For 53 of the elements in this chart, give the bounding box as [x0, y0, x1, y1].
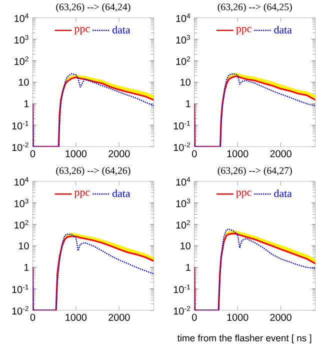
y-tick-label: 10$^{3}$ [14, 198, 28, 208]
legend-label: data [112, 26, 130, 34]
y-tick-label: 10 [18, 242, 29, 250]
x-tick-label: 1000 [66, 150, 86, 158]
x-tick-label: 0 [30, 150, 35, 158]
y-tick-label: 10$^{3}$ [176, 198, 190, 208]
x-tick-label: 0 [30, 314, 35, 321]
y-tick-label: 10 [18, 78, 29, 86]
y-tick-label: 1 [186, 100, 190, 108]
x-tick-label: 2000 [270, 314, 292, 321]
y-tick-label: 10$^{2}$ [14, 56, 28, 66]
legend-label: ppc [236, 190, 252, 198]
legend-label: ppc [74, 27, 90, 34]
x-tick-label: 1000 [227, 150, 248, 158]
y-tick-label: 10$^{-2}$ [12, 142, 28, 151]
legend-label: ppc [74, 190, 90, 198]
y-tick-label: 10$^{2}$ [14, 220, 28, 229]
legend-label: data [112, 189, 130, 198]
y-tick-label: 10$^{2}$ [176, 220, 190, 229]
x-tick-label: 2000 [270, 150, 292, 158]
y-tick-label: 10$^{-2}$ [12, 306, 28, 315]
x-axis-title: time from the flasher event [ ns ] [177, 334, 311, 344]
y-tick-label: 10$^{4}$ [176, 14, 190, 22]
chart-title: (63,26) --> (64,26) [56, 166, 130, 176]
y-tick-label: 10$^{-1}$ [174, 120, 190, 130]
x-tick-label: 1000 [227, 314, 248, 321]
y-tick-label: 10 [180, 242, 190, 250]
y-tick-label: 10$^{4}$ [176, 177, 190, 186]
x-tick-label: 0 [192, 150, 197, 158]
y-tick-label: 10$^{3}$ [14, 35, 28, 44]
x-tick-label: 1000 [66, 314, 86, 321]
y-tick-label: 1 [24, 264, 29, 271]
y-tick-label: 10$^{3}$ [176, 35, 190, 44]
y-tick-label: 1 [186, 264, 190, 271]
y-tick-label: 10$^{4}$ [14, 177, 28, 186]
legend-label: ppc [236, 27, 252, 34]
y-tick-label: 10$^{-1}$ [12, 120, 28, 130]
x-tick-label: 0 [192, 314, 197, 321]
y-tick-label: 1 [24, 100, 29, 108]
y-tick-label: 10 [180, 78, 190, 86]
chart-title: (63,26) --> (64,25) [218, 3, 292, 12]
legend-label: data [274, 189, 292, 198]
chart-title: (63,26) --> (64,24) [56, 3, 130, 12]
x-tick-label: 2000 [108, 150, 130, 158]
y-tick-label: 10$^{2}$ [176, 56, 190, 66]
y-tick-label: 10$^{-1}$ [12, 284, 28, 294]
x-tick-label: 2000 [108, 314, 130, 321]
chart-title: (63,26) --> (64,27) [218, 166, 292, 176]
y-tick-label: 10$^{-2}$ [174, 142, 190, 151]
y-tick-label: 10$^{4}$ [14, 14, 28, 22]
y-tick-label: 10$^{-2}$ [174, 306, 190, 315]
legend-label: data [274, 26, 292, 34]
y-tick-label: 10$^{-1}$ [174, 284, 190, 294]
